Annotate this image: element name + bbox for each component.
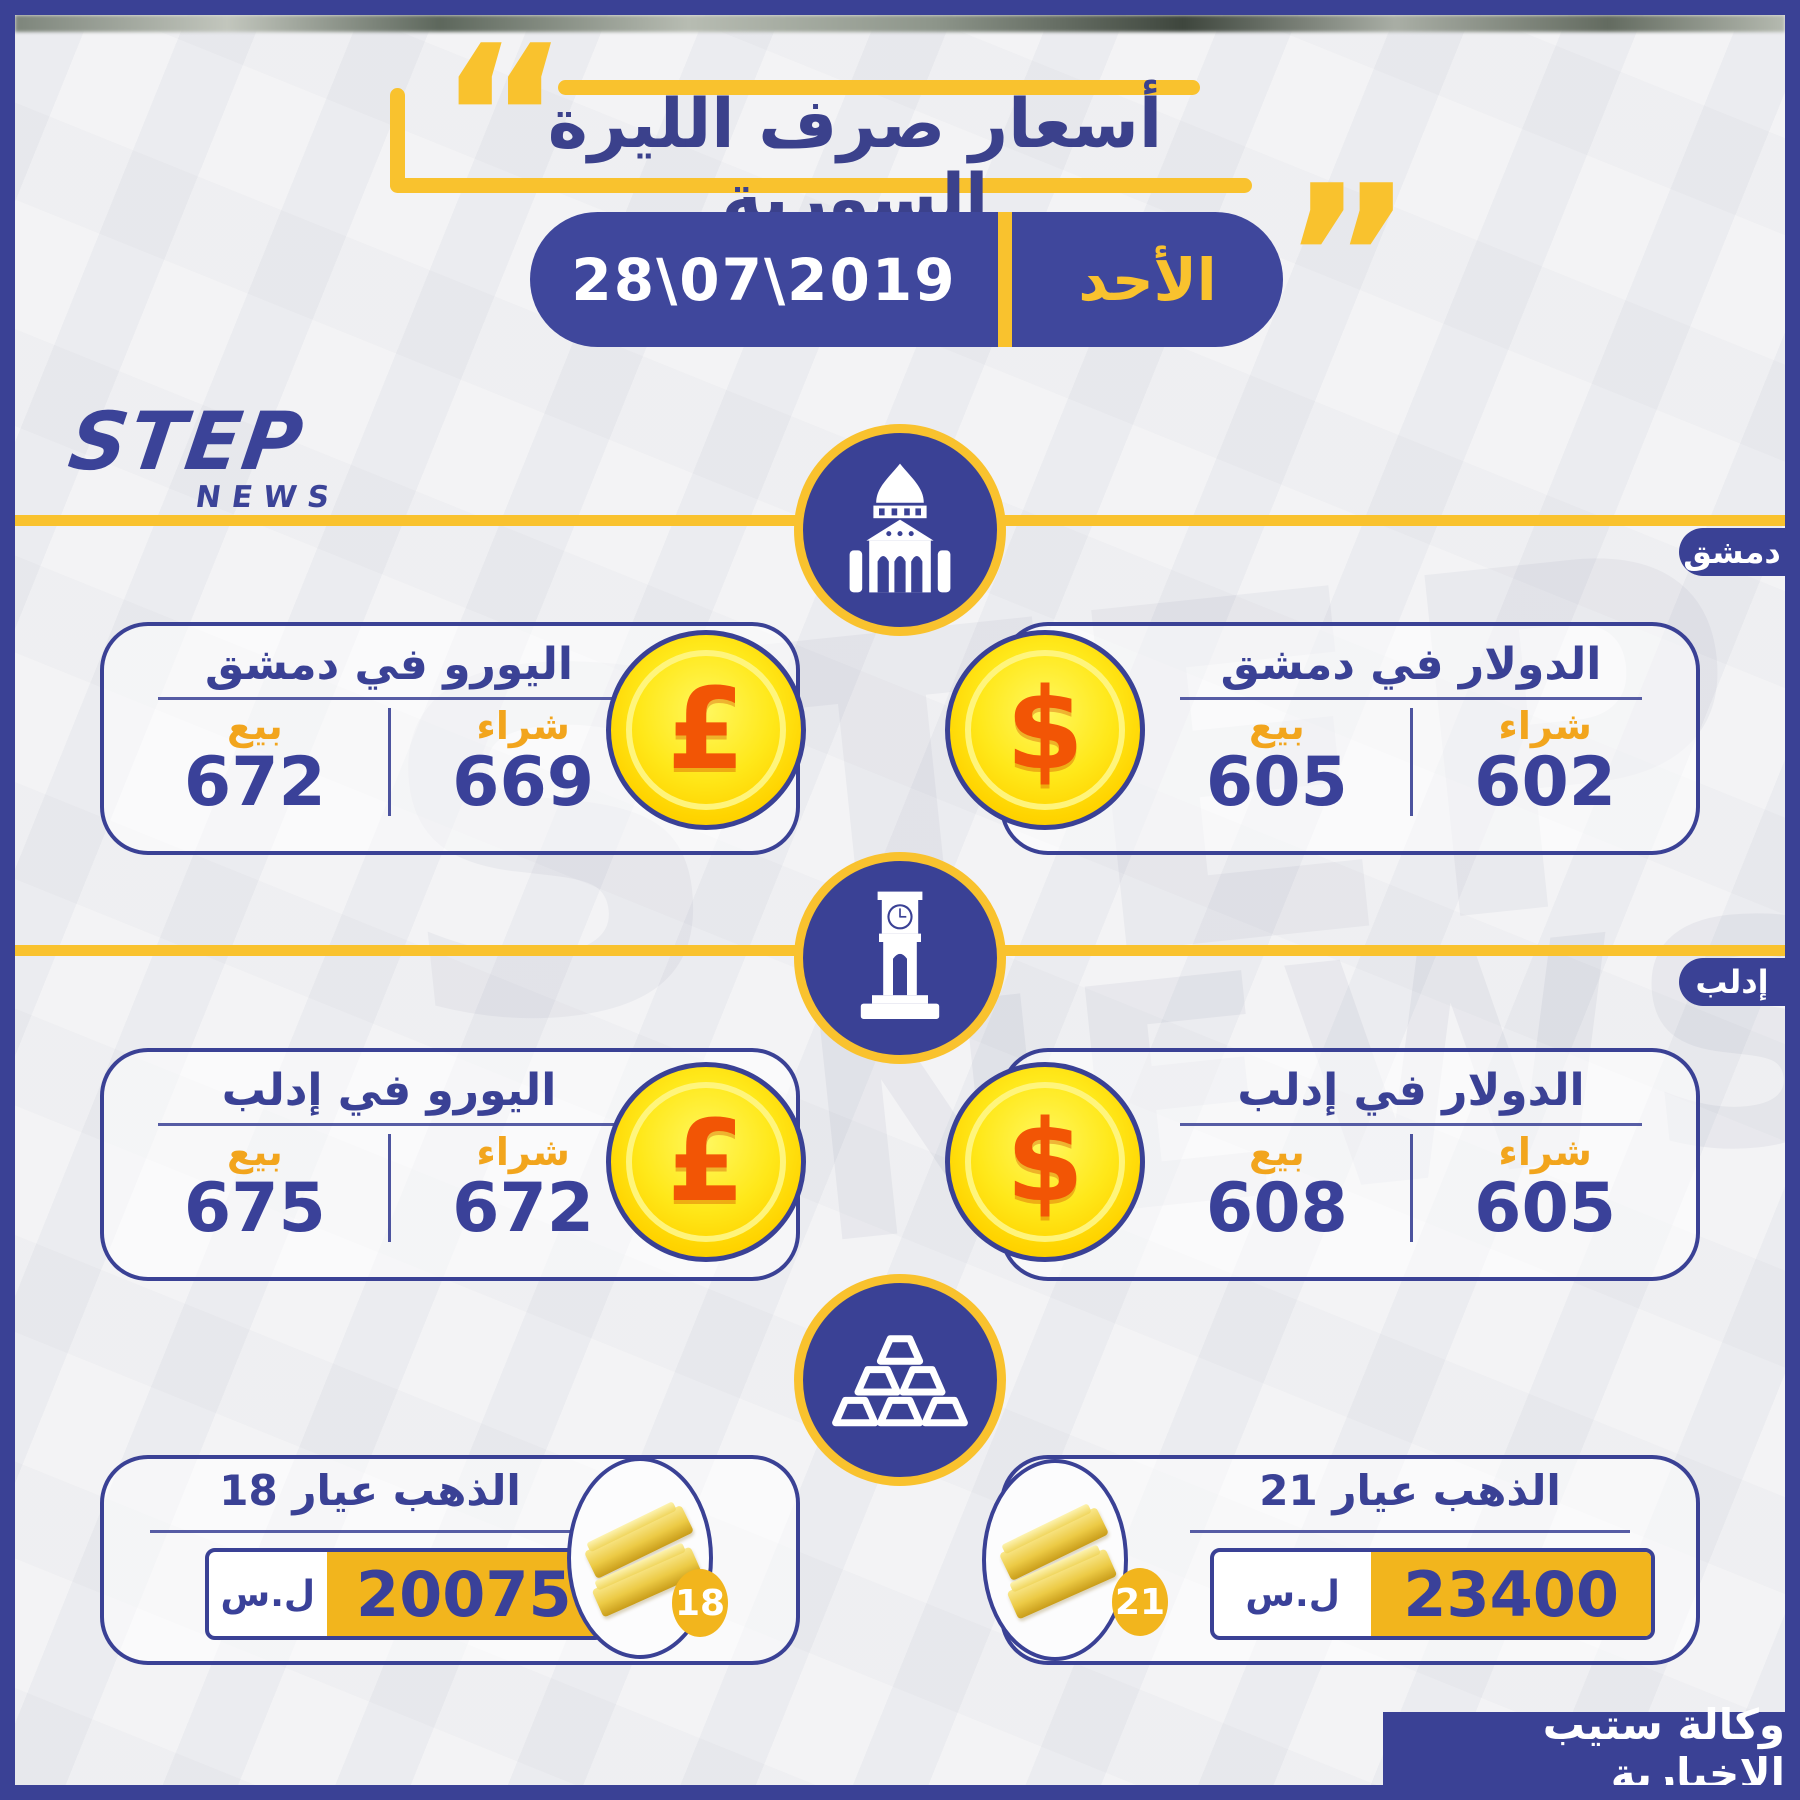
top-photo-strip bbox=[15, 15, 1785, 32]
date-pill: 28\07\2019 الأحد bbox=[530, 212, 1283, 347]
clock-tower-icon bbox=[830, 886, 970, 1030]
dollar-symbol: $ bbox=[1006, 665, 1084, 795]
idlib-dollar-sell-value: 608 bbox=[1205, 1169, 1348, 1249]
damascus-dollar-buy-value: 602 bbox=[1474, 743, 1617, 823]
sell-label: بيع bbox=[1248, 703, 1305, 748]
agency-footer-bar: وكالة ستيب الإخبارية bbox=[1383, 1700, 1785, 1798]
damascus-euro-title: اليورو في دمشق bbox=[204, 639, 574, 690]
gold-18-price-value: 20075 bbox=[326, 1552, 601, 1636]
buy-label: شراء bbox=[1498, 1129, 1592, 1174]
euro-coin-icon: £ bbox=[606, 630, 806, 830]
dollar-coin-icon: $ bbox=[945, 630, 1145, 830]
karat-18-badge: 18 bbox=[672, 1569, 728, 1637]
idlib-euro-sell-value: 675 bbox=[183, 1169, 326, 1249]
mosque-building-icon bbox=[830, 458, 970, 602]
gold-21-price-value: 23400 bbox=[1371, 1552, 1651, 1636]
euro-symbol: £ bbox=[667, 665, 745, 795]
values-divider bbox=[1409, 1134, 1413, 1243]
idlib-dollar-title: الدولار في إدلب bbox=[1237, 1065, 1585, 1116]
damascus-section-badge bbox=[794, 424, 1006, 636]
buy-label: شراء bbox=[1498, 703, 1592, 748]
gold-section-badge bbox=[794, 1274, 1006, 1486]
values-divider bbox=[387, 1134, 391, 1243]
idlib-tab: إدلب bbox=[1679, 958, 1785, 1006]
page-title: أسعار صرف الليرة السورية bbox=[547, 85, 1163, 239]
values-divider bbox=[1409, 708, 1413, 817]
title-underline bbox=[150, 1530, 590, 1533]
gold-21-price-box: 23400 ل.س bbox=[1210, 1548, 1655, 1640]
day-value: الأحد bbox=[1078, 245, 1217, 314]
gold-18-title: الذهب عيار 18 bbox=[219, 1466, 521, 1515]
sell-label: بيع bbox=[226, 703, 283, 748]
date-value: 28\07\2019 bbox=[571, 245, 957, 314]
logo-news-text: NEWS bbox=[193, 480, 343, 515]
damascus-dollar-sell-value: 605 bbox=[1205, 743, 1348, 823]
title-frame-top-line bbox=[558, 80, 1200, 95]
karat-21-badge: 21 bbox=[1112, 1568, 1168, 1636]
damascus-euro-sell-value: 672 bbox=[183, 743, 326, 823]
title-frame-left-bar bbox=[390, 88, 405, 192]
gold-18-price-box: 20075 ل.س bbox=[205, 1548, 605, 1640]
sell-label: بيع bbox=[226, 1129, 283, 1174]
buy-label: شراء bbox=[476, 703, 570, 748]
buy-label: شراء bbox=[476, 1129, 570, 1174]
damascus-euro-buy-value: 669 bbox=[452, 743, 595, 823]
title-underline bbox=[157, 1122, 621, 1126]
gold-ingot-icon bbox=[982, 1459, 1128, 1661]
values-divider bbox=[387, 708, 391, 817]
euro-symbol: £ bbox=[667, 1097, 745, 1227]
damascus-tab: دمشق bbox=[1679, 528, 1785, 576]
close-quote-icon: ” bbox=[1282, 143, 1414, 376]
title-underline bbox=[1179, 696, 1643, 700]
damascus-dollar-title: الدولار في دمشق bbox=[1220, 639, 1602, 690]
date-day-divider bbox=[998, 212, 1012, 347]
title-underline bbox=[1190, 1530, 1630, 1533]
gold-21-currency: ل.س bbox=[1245, 1573, 1340, 1615]
euro-coin-icon: £ bbox=[606, 1062, 806, 1262]
step-news-logo: STEP NEWS bbox=[64, 395, 343, 515]
gold-bars-icon bbox=[830, 1308, 970, 1452]
idlib-dollar-card: الدولار في إدلب شراء 605 بيع 608 bbox=[1000, 1048, 1700, 1281]
logo-step-text: STEP bbox=[63, 395, 311, 488]
dollar-coin-icon: $ bbox=[945, 1062, 1145, 1262]
sell-label: بيع bbox=[1248, 1129, 1305, 1174]
title-underline bbox=[157, 696, 621, 700]
agency-name: وكالة ستيب الإخبارية bbox=[1542, 1699, 1785, 1798]
title-underline bbox=[1179, 1122, 1643, 1126]
title-frame-bottom-line bbox=[390, 178, 1252, 193]
gold-18-currency: ل.س bbox=[220, 1573, 316, 1615]
idlib-euro-buy-value: 672 bbox=[452, 1169, 595, 1249]
gold-21-title: الذهب عيار 21 bbox=[1259, 1466, 1561, 1515]
idlib-section-badge bbox=[794, 852, 1006, 1064]
idlib-euro-title: اليورو في إدلب bbox=[221, 1065, 557, 1116]
idlib-dollar-buy-value: 605 bbox=[1474, 1169, 1617, 1249]
dollar-symbol: $ bbox=[1006, 1097, 1084, 1227]
